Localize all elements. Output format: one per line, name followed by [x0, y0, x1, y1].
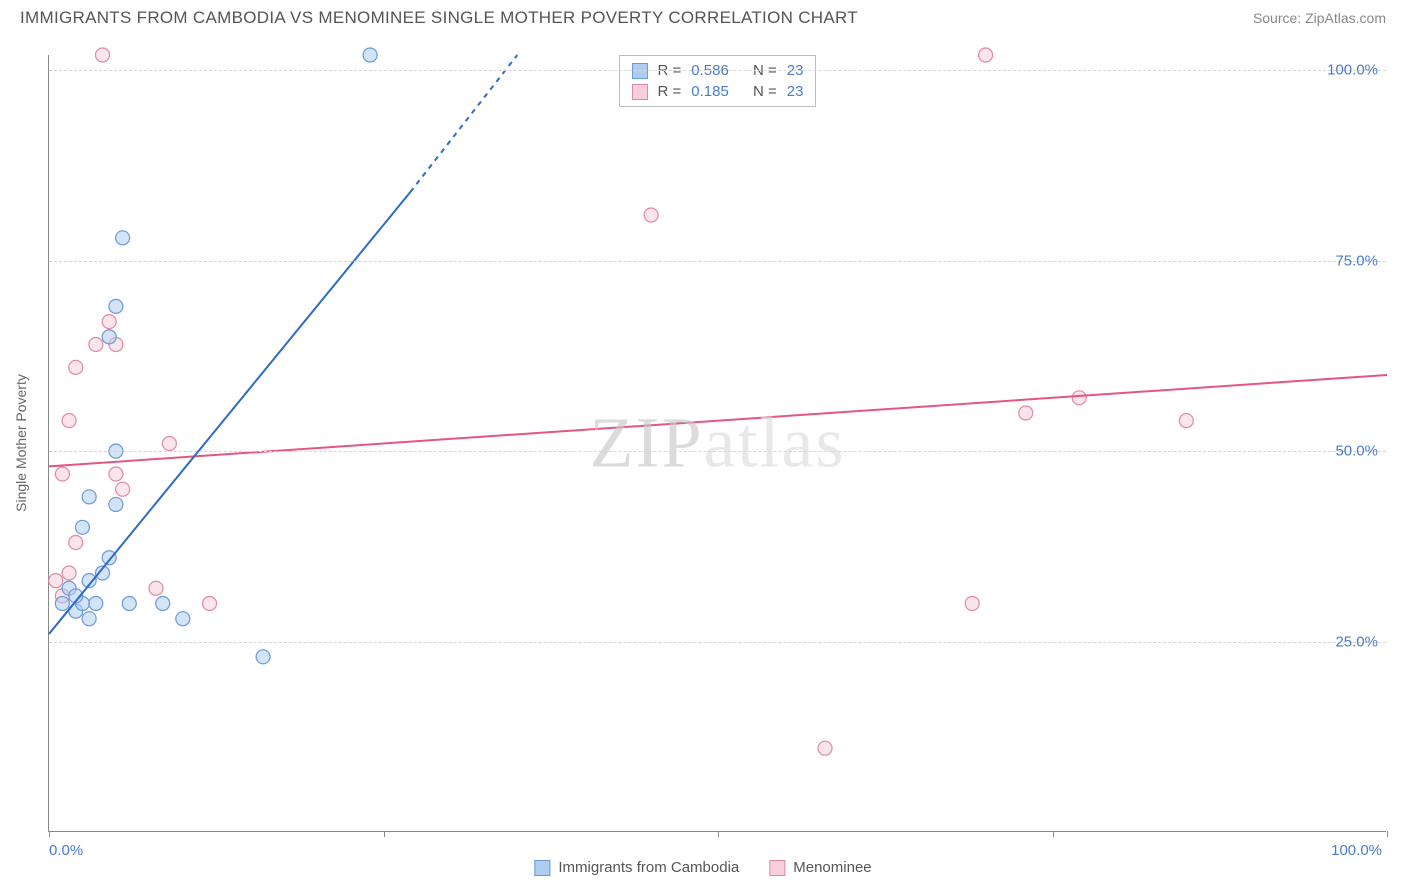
legend-item-b: Menominee: [769, 859, 871, 876]
chart-title: IMMIGRANTS FROM CAMBODIA VS MENOMINEE SI…: [20, 8, 858, 28]
data-point: [363, 48, 377, 62]
data-point: [102, 315, 116, 329]
data-point: [82, 490, 96, 504]
regression-line: [410, 55, 517, 192]
x-tick-label: 100.0%: [1331, 842, 1382, 859]
data-point: [89, 337, 103, 351]
data-point: [1179, 414, 1193, 428]
data-point: [979, 48, 993, 62]
plot-area: Single Mother Poverty ZIPatlas R = 0.586…: [48, 55, 1386, 832]
y-tick-label: 25.0%: [1335, 633, 1378, 650]
legend-label-a: Immigrants from Cambodia: [558, 859, 739, 876]
data-point: [109, 299, 123, 313]
chart-container: Single Mother Poverty ZIPatlas R = 0.586…: [48, 55, 1386, 832]
grid-line: [49, 642, 1386, 643]
x-tick: [49, 831, 50, 837]
data-point: [256, 650, 270, 664]
data-point: [55, 467, 69, 481]
x-tick: [1053, 831, 1054, 837]
data-point: [69, 536, 83, 550]
legend-stats-row-b: R = 0.185 N = 23: [632, 81, 804, 102]
data-point: [69, 360, 83, 374]
data-point: [122, 596, 136, 610]
data-point: [55, 596, 69, 610]
n-label: N =: [753, 83, 777, 100]
data-point: [96, 48, 110, 62]
data-point: [109, 467, 123, 481]
r-value-b: 0.185: [691, 83, 729, 100]
x-tick: [384, 831, 385, 837]
x-tick: [1387, 831, 1388, 837]
data-point: [644, 208, 658, 222]
data-point: [116, 231, 130, 245]
legend-stats: R = 0.586 N = 23 R = 0.185 N = 23: [619, 55, 817, 107]
legend-item-a: Immigrants from Cambodia: [534, 859, 739, 876]
data-point: [965, 596, 979, 610]
grid-line: [49, 70, 1386, 71]
data-point: [109, 497, 123, 511]
data-point: [75, 520, 89, 534]
data-point: [176, 612, 190, 626]
data-point: [82, 612, 96, 626]
x-tick: [718, 831, 719, 837]
grid-line: [49, 451, 1386, 452]
data-point: [203, 596, 217, 610]
data-point: [62, 566, 76, 580]
y-tick-label: 50.0%: [1335, 443, 1378, 460]
chart-header: IMMIGRANTS FROM CAMBODIA VS MENOMINEE SI…: [0, 0, 1406, 32]
data-point: [156, 596, 170, 610]
y-tick-label: 75.0%: [1335, 252, 1378, 269]
data-point: [162, 437, 176, 451]
data-point: [49, 574, 63, 588]
data-point: [116, 482, 130, 496]
grid-line: [49, 261, 1386, 262]
x-tick-label: 0.0%: [49, 842, 83, 859]
chart-svg: [49, 55, 1386, 831]
data-point: [102, 330, 116, 344]
regression-line: [49, 192, 410, 634]
swatch-b-icon: [632, 84, 648, 100]
y-axis-label: Single Mother Poverty: [13, 374, 29, 512]
n-value-b: 23: [787, 83, 804, 100]
data-point: [149, 581, 163, 595]
swatch-b-icon: [769, 860, 785, 876]
legend-label-b: Menominee: [793, 859, 871, 876]
data-point: [62, 414, 76, 428]
data-point: [1019, 406, 1033, 420]
r-label: R =: [658, 83, 682, 100]
data-point: [89, 596, 103, 610]
swatch-a-icon: [534, 860, 550, 876]
chart-source: Source: ZipAtlas.com: [1253, 10, 1386, 26]
data-point: [818, 741, 832, 755]
data-point: [1072, 391, 1086, 405]
legend-series: Immigrants from Cambodia Menominee: [534, 859, 871, 876]
y-tick-label: 100.0%: [1327, 62, 1378, 79]
